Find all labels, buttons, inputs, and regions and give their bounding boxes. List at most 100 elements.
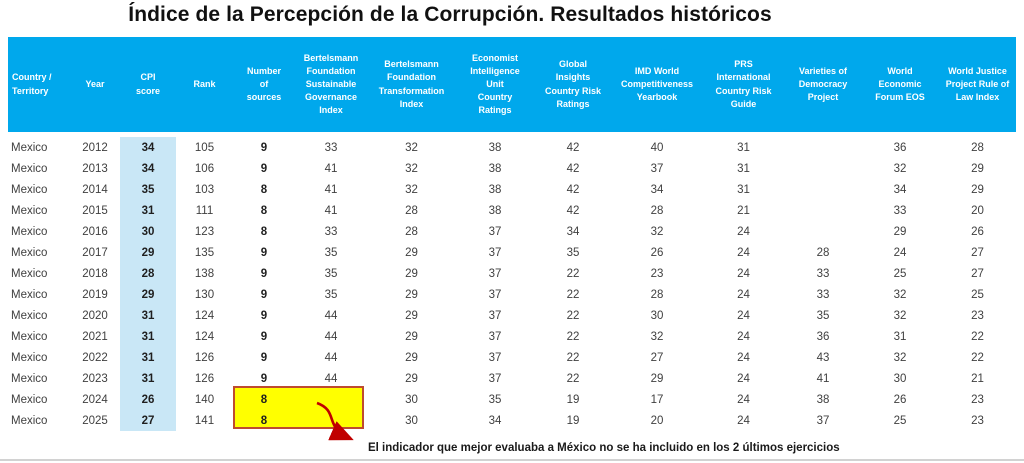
table-row: Mexico 2023 31 126 9 44 29 37 22 29 24 41 30 21 [8, 368, 1016, 389]
cell-rank: 140 [194, 393, 215, 406]
cell-bf_sgi: 44 [324, 330, 338, 343]
cell-wef: 31 [893, 330, 907, 343]
cell-bf_sgi: 35 [324, 246, 338, 259]
cell-cpi_score: 34 [120, 137, 176, 158]
cell-rank: 126 [194, 351, 215, 364]
cell-eiu: 35 [488, 393, 502, 406]
cell-global_insights: 42 [566, 162, 580, 175]
cell-bf_sgi: 35 [324, 288, 338, 301]
cell-wjp: 26 [971, 225, 984, 238]
cell-vdem: 36 [816, 330, 830, 343]
cell-sources: 9 [260, 351, 268, 364]
cell-wef: 29 [893, 225, 907, 238]
cell-bf_sgi: 35 [324, 267, 338, 280]
cell-year: 2017 [82, 246, 108, 259]
cell-wjp: 27 [971, 267, 984, 280]
cell-imd: 40 [650, 141, 664, 154]
cell-rank: 141 [194, 414, 215, 427]
cell-wjp: 25 [971, 288, 984, 301]
cell-prs: 31 [737, 183, 750, 196]
table-row: Mexico 2021 31 124 9 44 29 37 22 32 24 36 31 22 [8, 326, 1016, 347]
cell-vdem: 33 [816, 267, 830, 280]
cell-vdem: 33 [816, 288, 830, 301]
column-header-prs: PRS International Country Risk Guide [702, 37, 785, 132]
cell-imd: 28 [650, 288, 664, 301]
cell-global_insights: 19 [566, 414, 580, 427]
cell-year: 2012 [82, 141, 108, 154]
cell-wef: 26 [893, 393, 907, 406]
cell-sources: 8 [260, 393, 268, 406]
cell-bf_sgi [295, 410, 367, 431]
cell-year: 2015 [82, 204, 108, 217]
header-row: Country / Territory Year CPI score Rank Numb… [8, 37, 1016, 132]
cell-wjp: 21 [971, 372, 984, 385]
cell-bf_ti: 29 [405, 309, 418, 322]
cell-cpi_score: 31 [120, 368, 176, 389]
cell-year: 2014 [82, 183, 108, 196]
cell-imd: 32 [650, 225, 664, 238]
table-row: Mexico 2024 26 140 8 30 35 19 17 24 38 26 23 [8, 389, 1016, 410]
cell-vdem: 28 [816, 246, 830, 259]
cell-country: Mexico [11, 393, 48, 406]
cell-sources: 9 [260, 288, 268, 301]
cell-cpi_score: 34 [120, 158, 176, 179]
table-row: Mexico 2025 27 141 8 30 34 19 20 24 37 25 23 [8, 410, 1016, 431]
cell-rank: 124 [194, 330, 215, 343]
cell-rank: 103 [194, 183, 215, 196]
table-row: Mexico 2016 30 123 8 33 28 37 34 32 24 29 26 [8, 221, 1016, 242]
cell-year: 2023 [82, 372, 108, 385]
cell-sources: 9 [260, 162, 268, 175]
cell-eiu: 37 [488, 309, 502, 322]
cell-global_insights: 22 [566, 309, 580, 322]
cell-imd: 34 [650, 183, 664, 196]
cell-global_insights: 22 [566, 330, 580, 343]
cell-bf_ti: 29 [405, 246, 418, 259]
cell-imd: 32 [650, 330, 664, 343]
cell-bf_sgi: 33 [324, 225, 338, 238]
cell-bf_ti: 32 [405, 162, 418, 175]
cell-global_insights: 22 [566, 288, 580, 301]
column-header-vdem: Varieties of Democracy Project [785, 37, 861, 132]
cell-prs: 24 [737, 309, 750, 322]
cell-year: 2024 [82, 393, 108, 406]
cell-wjp: 29 [971, 183, 984, 196]
cell-bf_ti: 29 [405, 267, 418, 280]
cell-sources: 8 [260, 414, 268, 427]
cell-year: 2013 [82, 162, 108, 175]
bottom-divider [0, 459, 1024, 461]
cell-wjp: 23 [971, 393, 984, 406]
cell-bf_ti: 28 [405, 225, 418, 238]
cell-bf_ti: 28 [405, 204, 418, 217]
cell-imd: 29 [650, 372, 664, 385]
page-title: Índice de la Percepción de la Corrupción… [128, 3, 772, 26]
cell-vdem [785, 137, 861, 158]
cell-eiu: 38 [488, 162, 502, 175]
cell-year: 2018 [82, 267, 108, 280]
cell-eiu: 37 [488, 246, 502, 259]
cell-wef: 30 [893, 372, 907, 385]
cell-prs: 24 [737, 414, 750, 427]
cell-eiu: 38 [488, 141, 502, 154]
cell-global_insights: 19 [566, 393, 580, 406]
cell-eiu: 37 [488, 330, 502, 343]
cell-prs: 24 [737, 267, 750, 280]
cell-imd: 23 [650, 267, 664, 280]
cell-cpi_score: 31 [120, 305, 176, 326]
cell-cpi_score: 31 [120, 347, 176, 368]
cell-country: Mexico [11, 246, 48, 259]
cell-prs: 21 [737, 204, 750, 217]
cell-cpi_score: 29 [120, 242, 176, 263]
cell-imd: 37 [650, 162, 664, 175]
cell-rank: 135 [194, 246, 215, 259]
cell-cpi_score: 27 [120, 410, 176, 431]
cell-wjp: 22 [971, 330, 984, 343]
cell-eiu: 37 [488, 225, 502, 238]
table-row: Mexico 2017 29 135 9 35 29 37 35 26 24 28 24 27 [8, 242, 1016, 263]
cell-vdem: 37 [816, 414, 830, 427]
cell-imd: 20 [650, 414, 664, 427]
cell-cpi_score: 31 [120, 326, 176, 347]
cell-bf_sgi: 41 [324, 204, 338, 217]
cell-sources: 9 [260, 267, 268, 280]
cpi-table-header: Country / Territory Year CPI score Rank Numb… [8, 37, 1016, 132]
annotation-text: El indicador que mejor evaluaba a México… [368, 442, 840, 454]
